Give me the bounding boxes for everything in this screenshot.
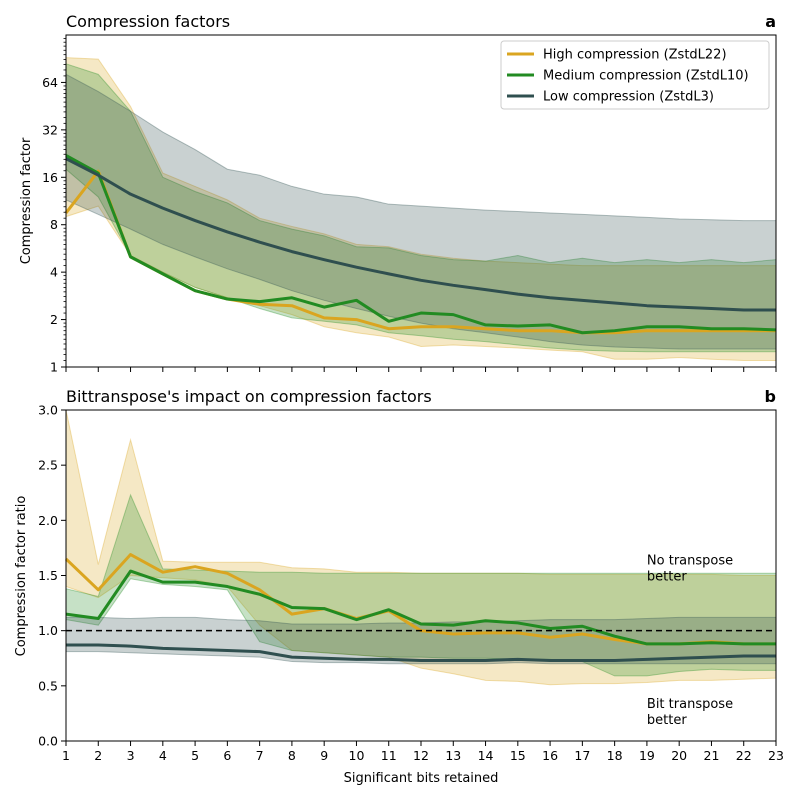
y-tick-label: 1.0 (38, 623, 58, 638)
legend-label-medium-compression-zstdl10: Medium compression (ZstdL10) (543, 69, 749, 84)
legend: High compression (ZstdL22) Medium compres… (500, 40, 770, 110)
x-tick-label: 10 (349, 748, 365, 763)
x-tick-label: 21 (704, 748, 720, 763)
x-tick-label: 16 (542, 748, 558, 763)
series-line-low-compression-zstdl3 (66, 643, 776, 662)
y-tick-label: 16 (42, 170, 58, 185)
x-tick-label: 22 (736, 748, 752, 763)
x-tick-label: 1 (62, 748, 70, 763)
panel-a-letter: a (765, 12, 776, 31)
annotation-text: better (647, 713, 687, 728)
x-tick-label: 6 (223, 748, 231, 763)
panel-a: 1 2 4 8 16 32 64 Compression factors a Compres… (19, 12, 777, 375)
x-tick-label: 9 (320, 748, 328, 763)
x-tick-label: 18 (607, 748, 623, 763)
panel-a-lines (64, 154, 777, 335)
y-tick-label: 3.0 (38, 403, 58, 418)
series-line-low-compression-zstdl3 (65, 157, 776, 312)
annotation-text: No transpose (647, 553, 733, 568)
y-tick-label: 4 (50, 265, 58, 280)
y-tick-label: 2 (50, 312, 58, 327)
panel-b: 1 2 3 4 5 6 7 8 9 10 11 12 13 14 15 16 17 18 19 20 21 22 230.0… (14, 387, 784, 786)
panel-b-letter: b (765, 387, 776, 406)
y-tick-label: 1 (50, 360, 58, 375)
legend-box (500, 40, 770, 110)
panel-b-xlabel: Significant bits retained (344, 771, 499, 786)
y-tick-label: 64 (42, 75, 58, 90)
y-tick-label: 0.5 (38, 678, 58, 693)
x-tick-label: 14 (478, 748, 494, 763)
y-tick-label: 2.0 (38, 513, 58, 528)
x-tick-label: 12 (413, 748, 429, 763)
y-tick-label: 32 (42, 122, 58, 137)
y-tick-label: 1.5 (38, 568, 58, 583)
x-tick-label: 17 (574, 748, 590, 763)
panel-a-bands (65, 57, 777, 361)
x-tick-label: 8 (288, 748, 296, 763)
y-tick-label: 0.0 (38, 734, 58, 749)
legend-label-low-compression-zstdl3: Low compression (ZstdL3) (543, 90, 714, 105)
x-tick-label: 4 (159, 748, 167, 763)
panel-b-title: Bittranspose's impact on compression fac… (66, 387, 432, 406)
x-tick-label: 19 (639, 748, 655, 763)
x-tick-label: 7 (256, 748, 264, 763)
x-tick-label: 20 (671, 748, 687, 763)
x-tick-label: 15 (510, 748, 526, 763)
x-tick-label: 3 (127, 748, 135, 763)
x-tick-label: 2 (94, 748, 102, 763)
panel-a-axes: 1 2 4 8 16 32 64 (42, 34, 777, 375)
legend-label-high-compression-zstdl22: High compression (ZstdL22) (543, 48, 727, 63)
series-line-medium-compression-zstdl10 (65, 569, 776, 646)
annotation-text: Bit transpose (647, 697, 733, 712)
x-tick-label: 13 (445, 748, 461, 763)
annotation-text: better (647, 569, 687, 584)
panel-b-ylabel: Compression factor ratio (14, 496, 29, 657)
x-tick-label: 11 (381, 748, 397, 763)
y-tick-label: 8 (50, 217, 58, 232)
panel-a-ylabel: Compression factor (19, 137, 34, 264)
x-tick-label: 23 (768, 748, 784, 763)
series-line-medium-compression-zstdl10 (65, 154, 777, 335)
panel-b-axes: 1 2 3 4 5 6 7 8 9 10 11 12 13 14 15 16 17 18 19 20 21 22 230.0… (38, 403, 784, 764)
x-tick-label: 5 (191, 748, 199, 763)
y-tick-label: 2.5 (38, 458, 58, 473)
panel-a-title: Compression factors (66, 12, 230, 31)
